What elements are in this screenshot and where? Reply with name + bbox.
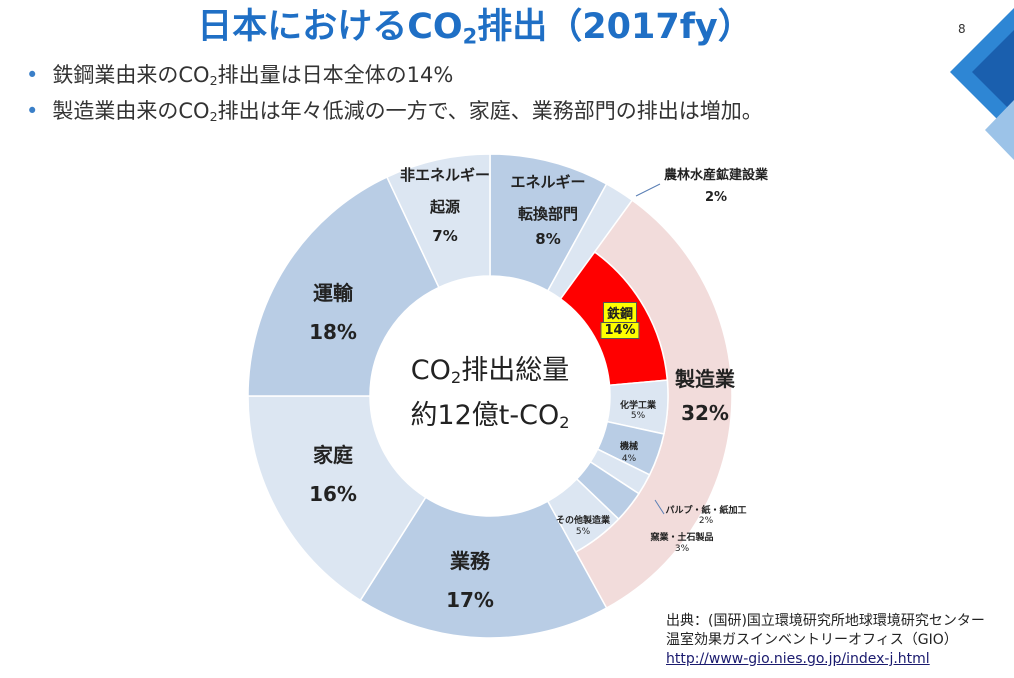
donut-sector (247, 176, 440, 397)
leader-line (654, 499, 665, 515)
bullet: • 鉄鋼業由来のCO2排出量は日本全体の14% (26, 63, 454, 89)
title-text: 日本におけるCO (197, 7, 463, 47)
breakdown-label: 機械 (619, 442, 639, 452)
bullet-sub: 2 (209, 73, 218, 89)
breakdown-value: 5% (575, 527, 591, 537)
breakdown-value: 5% (630, 411, 646, 421)
sector-label: 家庭 (313, 443, 353, 467)
breakdown-label: 化学工業 (619, 401, 657, 411)
donut-sector (359, 496, 608, 639)
center-sub: 2 (559, 413, 570, 433)
source-line: 温室効果ガスインベントリーオフィス（GIO） (666, 632, 958, 648)
sector-label: 農林水産鉱建設業 (663, 168, 769, 183)
title-text: 排出（2017fy） (477, 7, 753, 47)
breakdown-value: 2% (698, 516, 714, 526)
sector-value: 17% (446, 588, 494, 612)
bullet-text: 製造業由来のCO (52, 99, 210, 124)
center-line: 排出総量 (461, 355, 570, 386)
breakdown-value: 14% (600, 322, 640, 339)
sector-label: 非エネルギー 起源 (399, 166, 491, 216)
center-line: CO (410, 355, 451, 386)
center-sub: 2 (450, 368, 462, 388)
page-number: 8 (958, 22, 966, 36)
center-line: 約12億t-CO (410, 400, 560, 432)
bullets: • 鉄鋼業由来のCO2排出量は日本全体の14% • 製造業由来のCO2排出は年々低減… (26, 60, 763, 132)
bullet-sub: 2 (209, 109, 218, 125)
breakdown-label: パルプ・紙・紙加工 (665, 506, 747, 516)
sector-label: エネルギー 転換部門 (510, 173, 586, 223)
sector-value: 16% (309, 482, 357, 506)
sector-value: 32% (681, 401, 729, 425)
source-link[interactable]: http://www-gio.nies.go.jp/index-j.html (666, 651, 930, 667)
bullet-text: 排出量は日本全体の14% (217, 63, 454, 87)
title-sub: 2 (462, 24, 478, 49)
sector-value: 7% (432, 227, 458, 245)
bullet: • 製造業由来のCO2排出は年々低減の一方で、家庭、業務部門の排出は増加。 (26, 99, 763, 125)
source-line: 出典：(国研)国立環境研究所地球環境研究センター (666, 613, 985, 629)
donut-sector (385, 153, 491, 289)
bullet-text: 排出は年々低減の一方で、家庭、業務部門の排出は増加。 (217, 99, 763, 124)
sector-label: 製造業 (675, 367, 735, 391)
breakdown-sector (546, 477, 620, 554)
breakdown-label: 窯業・土石製品 (650, 533, 714, 543)
leader-line (635, 183, 661, 197)
breakdown-label: 鉄鋼 (602, 302, 638, 323)
sector-value: 8% (535, 230, 561, 248)
sector-label: 運輸 (313, 281, 353, 305)
title: 日本におけるCO2排出（2017fy） (0, 0, 950, 49)
source: 出典：(国研)国立環境研究所地球環境研究センター 温室効果ガスインベントリーオフ… (666, 612, 985, 669)
bullet-text: 鉄鋼業由来のCO (52, 63, 210, 87)
breakdown-value: 4% (621, 454, 637, 464)
breakdown-label: その他製造業 (555, 516, 611, 526)
center-text: CO2排出総量 約12億t-CO2 (370, 352, 610, 442)
sector-label: 業務 (450, 549, 490, 573)
sector-value: 2% (704, 190, 728, 205)
breakdown-value: 3% (674, 544, 690, 554)
sector-value: 18% (309, 320, 357, 344)
donut-sector (247, 395, 427, 602)
